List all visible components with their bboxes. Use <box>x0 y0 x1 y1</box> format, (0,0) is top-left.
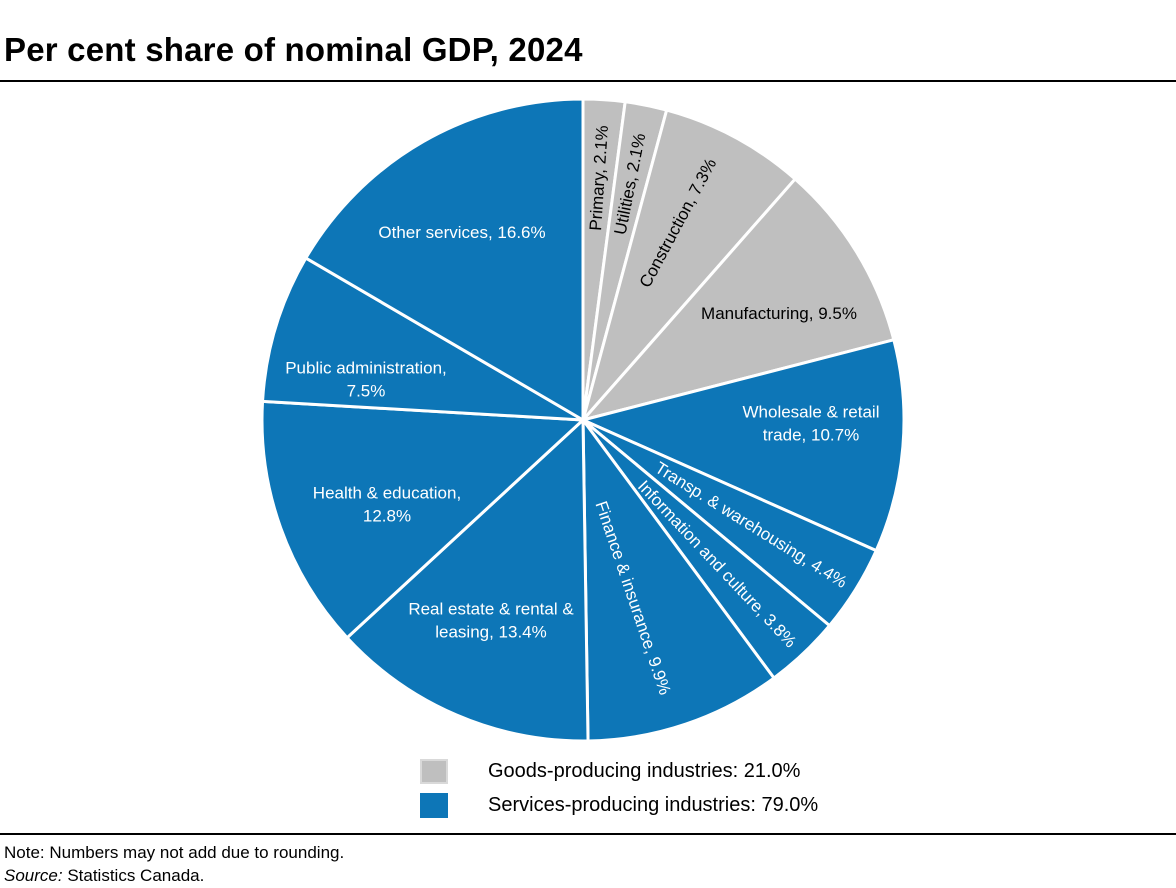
pie-slice-real-estate-rental-leasing <box>345 418 590 743</box>
source-label: Source: <box>4 866 63 885</box>
pie-slice-health-education <box>260 399 585 640</box>
source-text: Statistics Canada. <box>62 866 205 885</box>
legend-label-goods: Goods-producing industries: 21.0% <box>488 760 801 782</box>
title-divider <box>0 80 1176 82</box>
pie-label-wholesale-retail-trade: Wholesale & retail trade, 10.7% <box>742 402 879 444</box>
chart-legend: Goods-producing industries: 21.0% Servic… <box>420 758 818 819</box>
chart-title: Per cent share of nominal GDP, 2024 <box>4 31 583 68</box>
pie-slice-finance-insurance <box>581 418 776 743</box>
pie-slice-public-administration <box>261 256 585 422</box>
legend-item-services: Services-producing industries: 79.0% <box>420 792 818 819</box>
pie-slice-construction <box>581 108 797 422</box>
pie-label-other-services: Other services, 16.6% <box>378 223 545 242</box>
footnote: Note: Numbers may not add due to roundin… <box>4 843 345 862</box>
legend-swatch-goods <box>420 759 448 784</box>
legend-label-services: Services-producing industries: 79.0% <box>488 794 819 816</box>
legend-item-goods: Goods-producing industries: 21.0% <box>420 758 818 785</box>
legend-swatch-services <box>420 793 448 818</box>
source-note: Source: Statistics Canada. <box>4 866 204 886</box>
pie-label-real-estate-rental-leasing: Real estate & rental & leasing, 13.4% <box>408 599 574 641</box>
pie-label-public-administration: Public administration, 7.5% <box>285 358 447 400</box>
pie-label-manufacturing: Manufacturing, 9.5% <box>701 304 857 323</box>
pie-slice-other-services <box>304 97 585 422</box>
pie-label-health-education: Health & education, 12.8% <box>313 483 461 525</box>
footer-divider <box>0 833 1176 835</box>
pie-slice-wholesale-retail-trade <box>581 338 906 553</box>
